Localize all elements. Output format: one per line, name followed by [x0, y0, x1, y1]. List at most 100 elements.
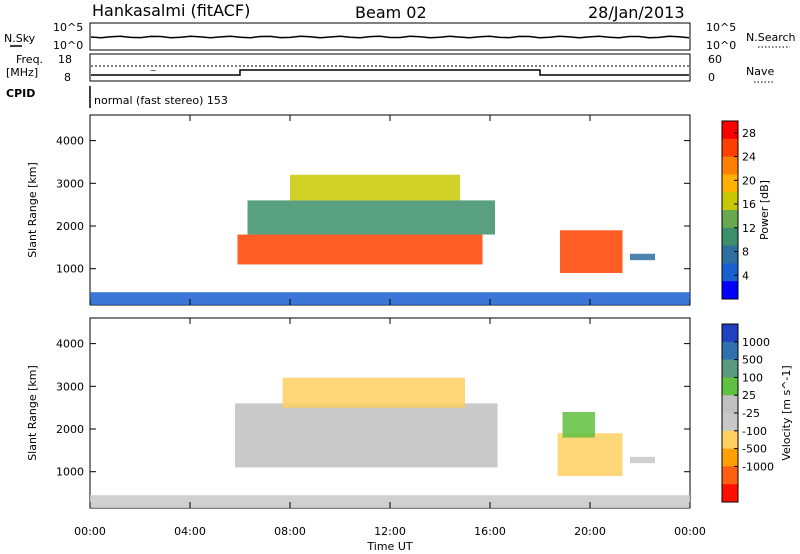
velocity-y-axis-ticks: 1000 2000 3000 4000: [56, 338, 690, 479]
time-axis-ticks: 00:00 04:00 08:00 12:00 16:00 20:00 00:00: [74, 115, 706, 538]
nsky-label: N.Sky: [4, 32, 36, 45]
power-colorbar-band: [722, 121, 738, 140]
vel-patch-2: [557, 433, 623, 476]
vel-colorbar-tick-label: 500: [742, 354, 763, 367]
freq-trace: [91, 69, 689, 76]
freq-bottom: 8: [64, 71, 71, 84]
power-patch-2: [290, 174, 460, 201]
power-colorbar-band: [722, 245, 738, 264]
station-title: Hankasalmi (fitACF): [92, 1, 250, 20]
vel-colorbar-band: [722, 359, 738, 378]
power-patch-3: [560, 230, 623, 273]
vel-ytick-label: 3000: [56, 380, 84, 393]
vel-colorbar-tick-label: 100: [742, 371, 763, 384]
vel-colorbar-tick-label: -500: [742, 443, 767, 456]
date-title: 28/Jan/2013: [588, 3, 685, 22]
vel-ytick-label: 1000: [56, 466, 84, 479]
power-colorbar-band: [722, 174, 738, 193]
vel-colorbar-tick-label: 1000: [742, 336, 770, 349]
power-colorbar-tick-label: 20: [742, 174, 756, 187]
power-colorbar-band: [722, 138, 738, 158]
nave-label: Nave: [746, 65, 774, 78]
velocity-y-axis-label: Slant Range [km]: [26, 365, 39, 461]
power-ytick-label: 3000: [56, 177, 84, 190]
power-colorbar-tick-label: 24: [742, 151, 756, 164]
vel-colorbar-band: [722, 341, 738, 361]
vel-colorbar-band: [722, 448, 738, 467]
velocity-colorbar: 1000 500 100 25 -25 -100 -500 -1000: [721, 323, 774, 503]
time-tick-label: 00:00: [74, 525, 106, 538]
vel-colorbar-band: [722, 324, 738, 343]
nsearch-scale-top: 10^5: [706, 21, 736, 34]
vel-patch-3: [562, 411, 595, 438]
nsky-scale-top: 10^5: [53, 21, 83, 34]
time-tick-label: 04:00: [174, 525, 206, 538]
vel-colorbar-band: [722, 413, 738, 432]
nsearch-scale-bottom: 10^0: [706, 39, 736, 52]
velocity-panel: 1000 2000 3000 4000 Slant Range [km] 1000 50…: [26, 317, 793, 509]
power-data-patches: [90, 174, 690, 305]
power-ytick-label: 1000: [56, 263, 84, 276]
power-colorbar-band: [722, 192, 738, 211]
vel-colorbar-band: [722, 430, 738, 450]
power-colorbar-band: [722, 156, 738, 175]
power-patch-1: [247, 200, 495, 235]
vel-colorbar-tick-label: -25: [742, 407, 760, 420]
freq-panel-frame: [89, 53, 691, 82]
vel-colorbar-band: [722, 395, 738, 414]
power-y-axis-label: Slant Range [km]: [26, 162, 39, 258]
power-colorbar-tick-label: 16: [742, 198, 756, 211]
beam-title: Beam 02: [355, 3, 427, 22]
freq-top: 18: [58, 53, 72, 66]
nsky-scale-bottom: 10^0: [53, 39, 83, 52]
power-colorbar: 4 8 12 16 20 24 28: [721, 120, 756, 300]
time-tick-label: 12:00: [374, 525, 406, 538]
power-colorbar-band: [722, 210, 738, 229]
time-axis-label: Time UT: [366, 540, 412, 553]
power-colorbar-tick-label: 4: [742, 269, 749, 282]
vel-ytick-label: 2000: [56, 423, 84, 436]
vel-colorbar-tick-label: -100: [742, 425, 767, 438]
power-patch-4: [630, 253, 655, 261]
power-ytick-label: 4000: [56, 135, 84, 148]
nsky-trace: [90, 35, 690, 39]
vel-colorbar-tick-label: -1000: [742, 460, 774, 473]
power-colorbar-tick-label: 12: [742, 222, 756, 235]
nave-top: 60: [708, 53, 722, 66]
nave-bottom: 0: [708, 71, 715, 84]
power-patch-0: [237, 234, 483, 265]
vel-colorbar-band: [722, 466, 738, 485]
power-colorbar-frame: [721, 120, 739, 300]
power-colorbar-label: Power [dB]: [758, 180, 771, 240]
power-colorbar-band: [722, 281, 738, 300]
velocity-data-patches: [90, 377, 690, 508]
vel-patch-4: [630, 456, 655, 464]
time-tick-label: 16:00: [474, 525, 506, 538]
nsearch-label: N.Search: [746, 31, 796, 44]
power-ytick-label: 2000: [56, 220, 84, 233]
vel-patch-1: [282, 377, 465, 408]
cpid-text: normal (fast stereo) 153: [94, 94, 228, 107]
vel-ytick-label: 4000: [56, 338, 84, 351]
time-tick-label: 00:00: [674, 525, 706, 538]
time-tick-label: 08:00: [274, 525, 306, 538]
freq-unit-label: [MHz]: [6, 66, 38, 79]
time-tick-label: 20:00: [574, 525, 606, 538]
power-colorbar-band: [722, 263, 738, 282]
nsky-panel-frame: [89, 22, 691, 51]
vel-colorbar-tick-label: 25: [742, 389, 756, 402]
power-panel: 1000 2000 3000 4000 Slant Range [km] 4 8 12 16…: [26, 114, 771, 306]
power-patch-5: [90, 292, 690, 305]
power-colorbar-tick-label: 28: [742, 127, 756, 140]
vel-patch-5: [90, 495, 690, 508]
power-colorbar-tick-label: 8: [742, 246, 749, 259]
cpid-label: CPID: [6, 87, 35, 100]
vel-patch-0: [235, 403, 498, 468]
vel-colorbar-band: [722, 484, 738, 503]
freq-label: Freq.: [16, 53, 43, 66]
power-colorbar-band: [722, 227, 738, 247]
power-y-axis-ticks: 1000 2000 3000 4000: [56, 135, 690, 276]
freq-annotation-mark: ~: [150, 66, 157, 75]
velocity-colorbar-label: Velocity [m s^-1]: [780, 365, 793, 460]
